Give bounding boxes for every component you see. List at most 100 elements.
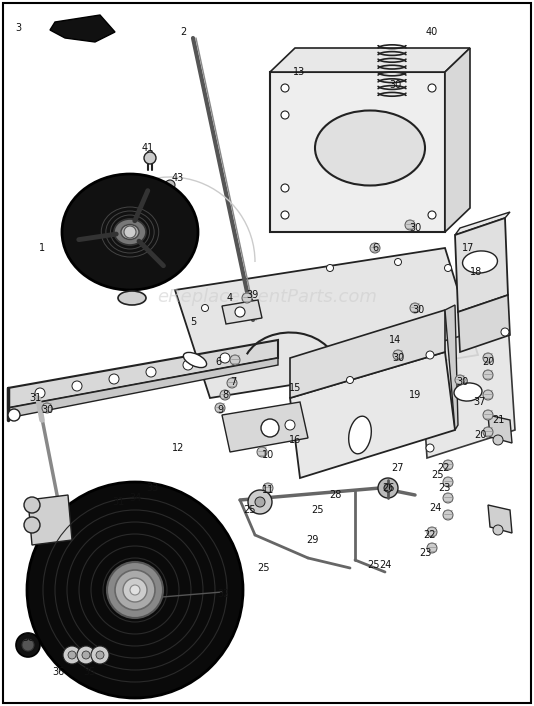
Text: 14: 14 <box>389 335 401 345</box>
Circle shape <box>483 353 493 363</box>
Text: 23: 23 <box>438 483 450 493</box>
Ellipse shape <box>315 111 425 186</box>
Circle shape <box>146 367 156 377</box>
Circle shape <box>502 421 510 429</box>
Text: 18: 18 <box>470 267 482 277</box>
Ellipse shape <box>114 219 146 245</box>
Polygon shape <box>455 218 508 312</box>
Polygon shape <box>175 248 478 398</box>
Circle shape <box>483 370 493 380</box>
Circle shape <box>96 651 104 659</box>
Ellipse shape <box>454 383 482 401</box>
Text: 33: 33 <box>146 483 158 493</box>
Polygon shape <box>290 352 455 478</box>
Text: 30: 30 <box>412 305 424 315</box>
Circle shape <box>35 388 45 398</box>
Polygon shape <box>488 505 512 533</box>
Circle shape <box>248 490 272 514</box>
Text: 30: 30 <box>41 405 53 415</box>
Circle shape <box>115 570 155 610</box>
Circle shape <box>378 478 398 498</box>
Circle shape <box>285 420 295 430</box>
Text: 31: 31 <box>112 497 124 507</box>
Text: 37: 37 <box>474 397 486 407</box>
Text: 4: 4 <box>227 293 233 303</box>
Circle shape <box>428 211 436 219</box>
Circle shape <box>426 444 434 452</box>
Polygon shape <box>8 340 278 408</box>
Text: 34: 34 <box>129 493 141 503</box>
Circle shape <box>493 435 503 445</box>
Polygon shape <box>455 212 510 235</box>
Circle shape <box>483 410 493 420</box>
Circle shape <box>255 497 265 507</box>
Circle shape <box>443 493 453 503</box>
Circle shape <box>24 517 40 533</box>
Circle shape <box>220 353 230 363</box>
Text: eReplacementParts.com: eReplacementParts.com <box>157 287 377 306</box>
Polygon shape <box>222 402 308 452</box>
Polygon shape <box>445 305 458 430</box>
Circle shape <box>427 543 437 553</box>
Text: 5: 5 <box>190 317 196 327</box>
Circle shape <box>109 374 119 384</box>
Text: 35: 35 <box>84 667 96 677</box>
Polygon shape <box>270 72 445 232</box>
Circle shape <box>444 265 452 272</box>
Text: 20: 20 <box>482 357 494 367</box>
Circle shape <box>405 220 415 230</box>
Polygon shape <box>8 358 278 418</box>
Circle shape <box>281 184 289 192</box>
Text: 30: 30 <box>392 353 404 363</box>
Text: 22: 22 <box>438 463 450 473</box>
Circle shape <box>123 578 147 602</box>
Text: 30: 30 <box>389 80 401 90</box>
Circle shape <box>443 460 453 470</box>
Polygon shape <box>222 300 262 324</box>
Circle shape <box>281 211 289 219</box>
Circle shape <box>428 84 436 92</box>
Text: 25: 25 <box>367 560 379 570</box>
Circle shape <box>410 303 420 313</box>
Circle shape <box>261 419 279 437</box>
Circle shape <box>27 482 243 698</box>
Circle shape <box>393 350 403 360</box>
Ellipse shape <box>62 174 198 290</box>
Text: 36: 36 <box>52 667 64 677</box>
Text: 24: 24 <box>429 503 441 513</box>
Text: 39: 39 <box>246 290 258 300</box>
Circle shape <box>443 477 453 487</box>
Text: 25: 25 <box>312 505 324 515</box>
Text: 7: 7 <box>230 377 236 387</box>
Text: 19: 19 <box>409 390 421 400</box>
Text: 2: 2 <box>180 27 186 37</box>
Text: 1: 1 <box>39 243 45 253</box>
Polygon shape <box>488 415 512 443</box>
Circle shape <box>281 84 289 92</box>
Text: 9: 9 <box>217 405 223 415</box>
Text: 13: 13 <box>293 67 305 77</box>
Text: 40: 40 <box>426 27 438 37</box>
Circle shape <box>235 307 245 317</box>
Circle shape <box>427 527 437 537</box>
Polygon shape <box>270 48 470 72</box>
Text: 3: 3 <box>15 23 21 33</box>
Circle shape <box>107 562 163 618</box>
Ellipse shape <box>349 417 371 454</box>
Polygon shape <box>458 295 510 352</box>
Circle shape <box>165 180 175 190</box>
Circle shape <box>263 483 273 493</box>
Text: 32: 32 <box>217 589 229 599</box>
Circle shape <box>22 639 34 651</box>
Polygon shape <box>50 15 115 42</box>
Text: 22: 22 <box>424 530 436 540</box>
Circle shape <box>215 403 225 413</box>
Polygon shape <box>420 322 515 458</box>
Text: 25: 25 <box>431 470 443 480</box>
Circle shape <box>426 351 434 359</box>
Polygon shape <box>28 495 72 545</box>
Text: 6: 6 <box>372 243 378 253</box>
Text: 20: 20 <box>474 430 486 440</box>
Circle shape <box>24 497 40 513</box>
Polygon shape <box>290 310 445 398</box>
